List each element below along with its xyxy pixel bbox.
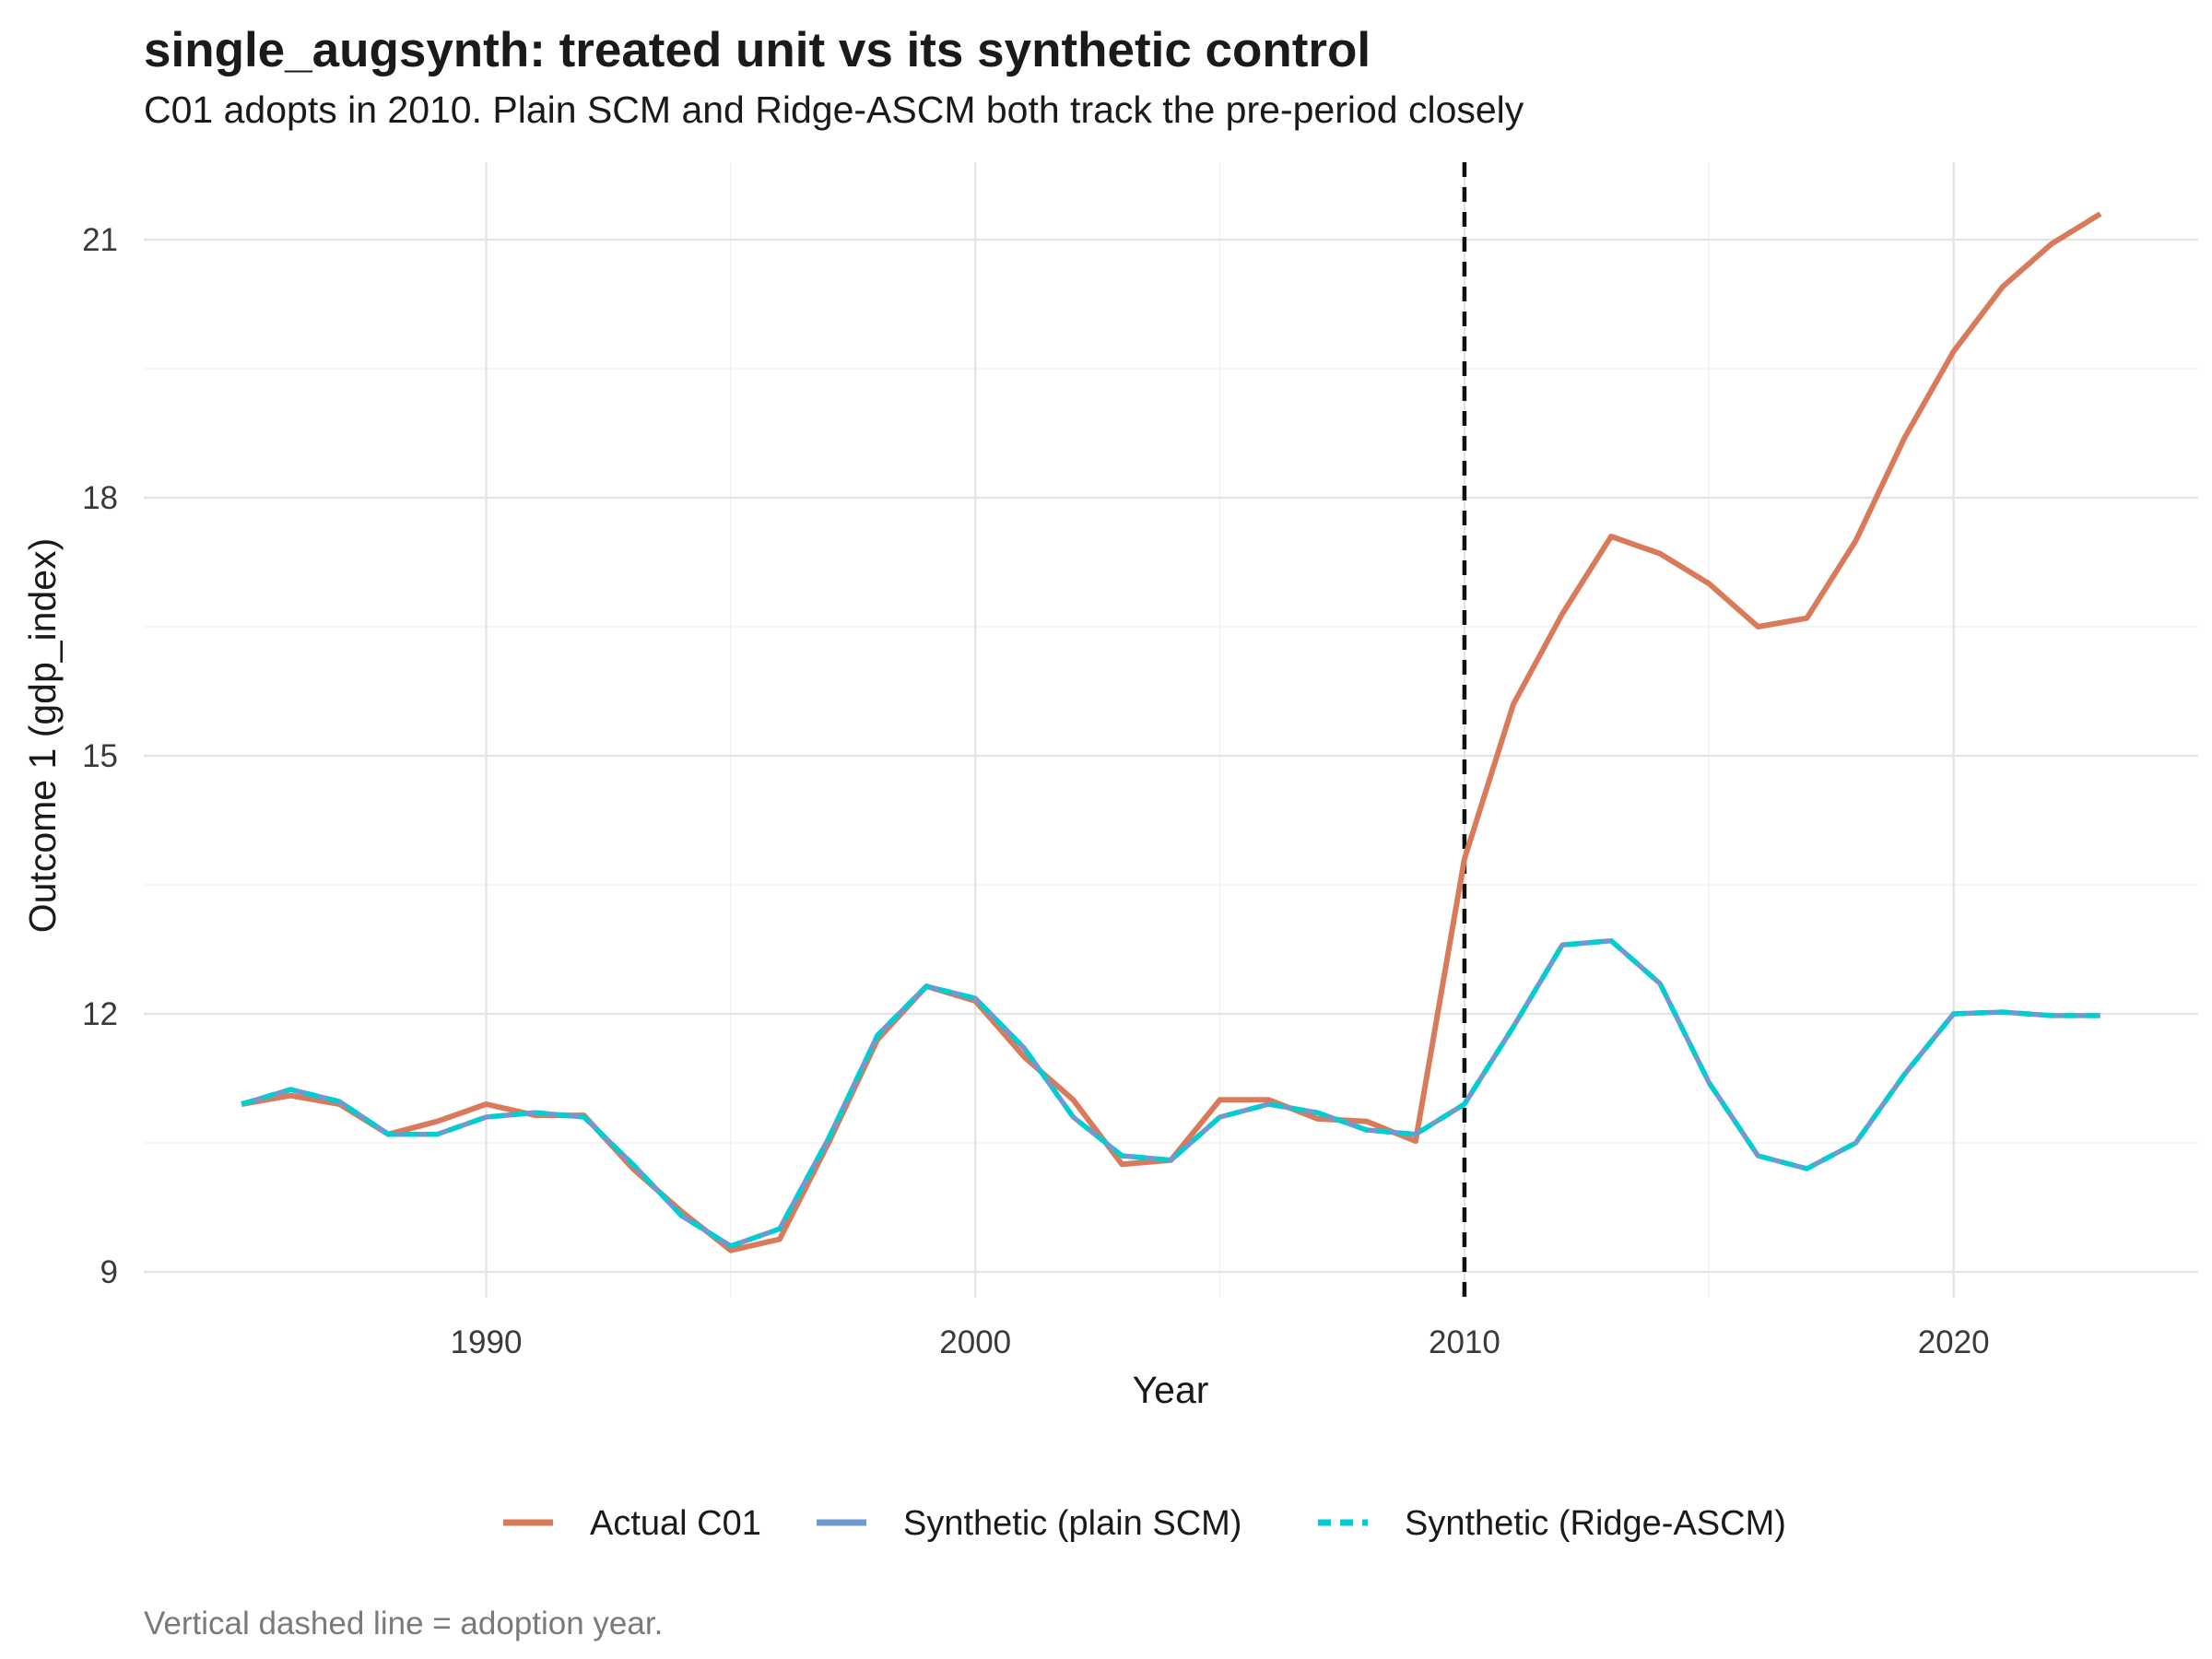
legend-label-3: Synthetic (Ridge-ASCM) (1405, 1504, 1786, 1543)
x-axis-ticks: 1990 2000 2010 2020 (451, 1324, 1990, 1360)
legend-label-2: Synthetic (plain SCM) (903, 1504, 1241, 1543)
y-tick-label: 18 (82, 480, 118, 516)
chart-caption: Vertical dashed line = adoption year. (144, 1606, 664, 1641)
y-axis-title: Outcome 1 (gdp_index) (21, 538, 64, 933)
chart-title: single_augsynth: treated unit vs its syn… (144, 23, 1371, 77)
x-axis-title: Year (1133, 1369, 1209, 1411)
grid-lines (144, 162, 2198, 1298)
legend: Actual C01 Synthetic (plain SCM) Synthetic… (503, 1504, 1786, 1543)
x-tick-label: 2000 (939, 1324, 1011, 1360)
series-layer (241, 211, 2102, 1253)
x-tick-label: 1990 (451, 1324, 523, 1360)
chart-subtitle: C01 adopts in 2010. Plain SCM and Ridge-… (144, 88, 1524, 131)
y-axis-ticks: 9 12 15 18 21 (82, 222, 118, 1290)
y-tick-label: 9 (100, 1254, 118, 1290)
y-tick-label: 21 (82, 222, 118, 258)
series-line-2 (241, 937, 2100, 1249)
series-line-3 (241, 937, 2100, 1249)
y-tick-label: 15 (82, 738, 118, 774)
x-tick-label: 2020 (1918, 1324, 1990, 1360)
x-tick-label: 2010 (1429, 1324, 1500, 1360)
y-tick-label: 12 (82, 996, 118, 1032)
legend-label-1: Actual C01 (590, 1504, 761, 1543)
